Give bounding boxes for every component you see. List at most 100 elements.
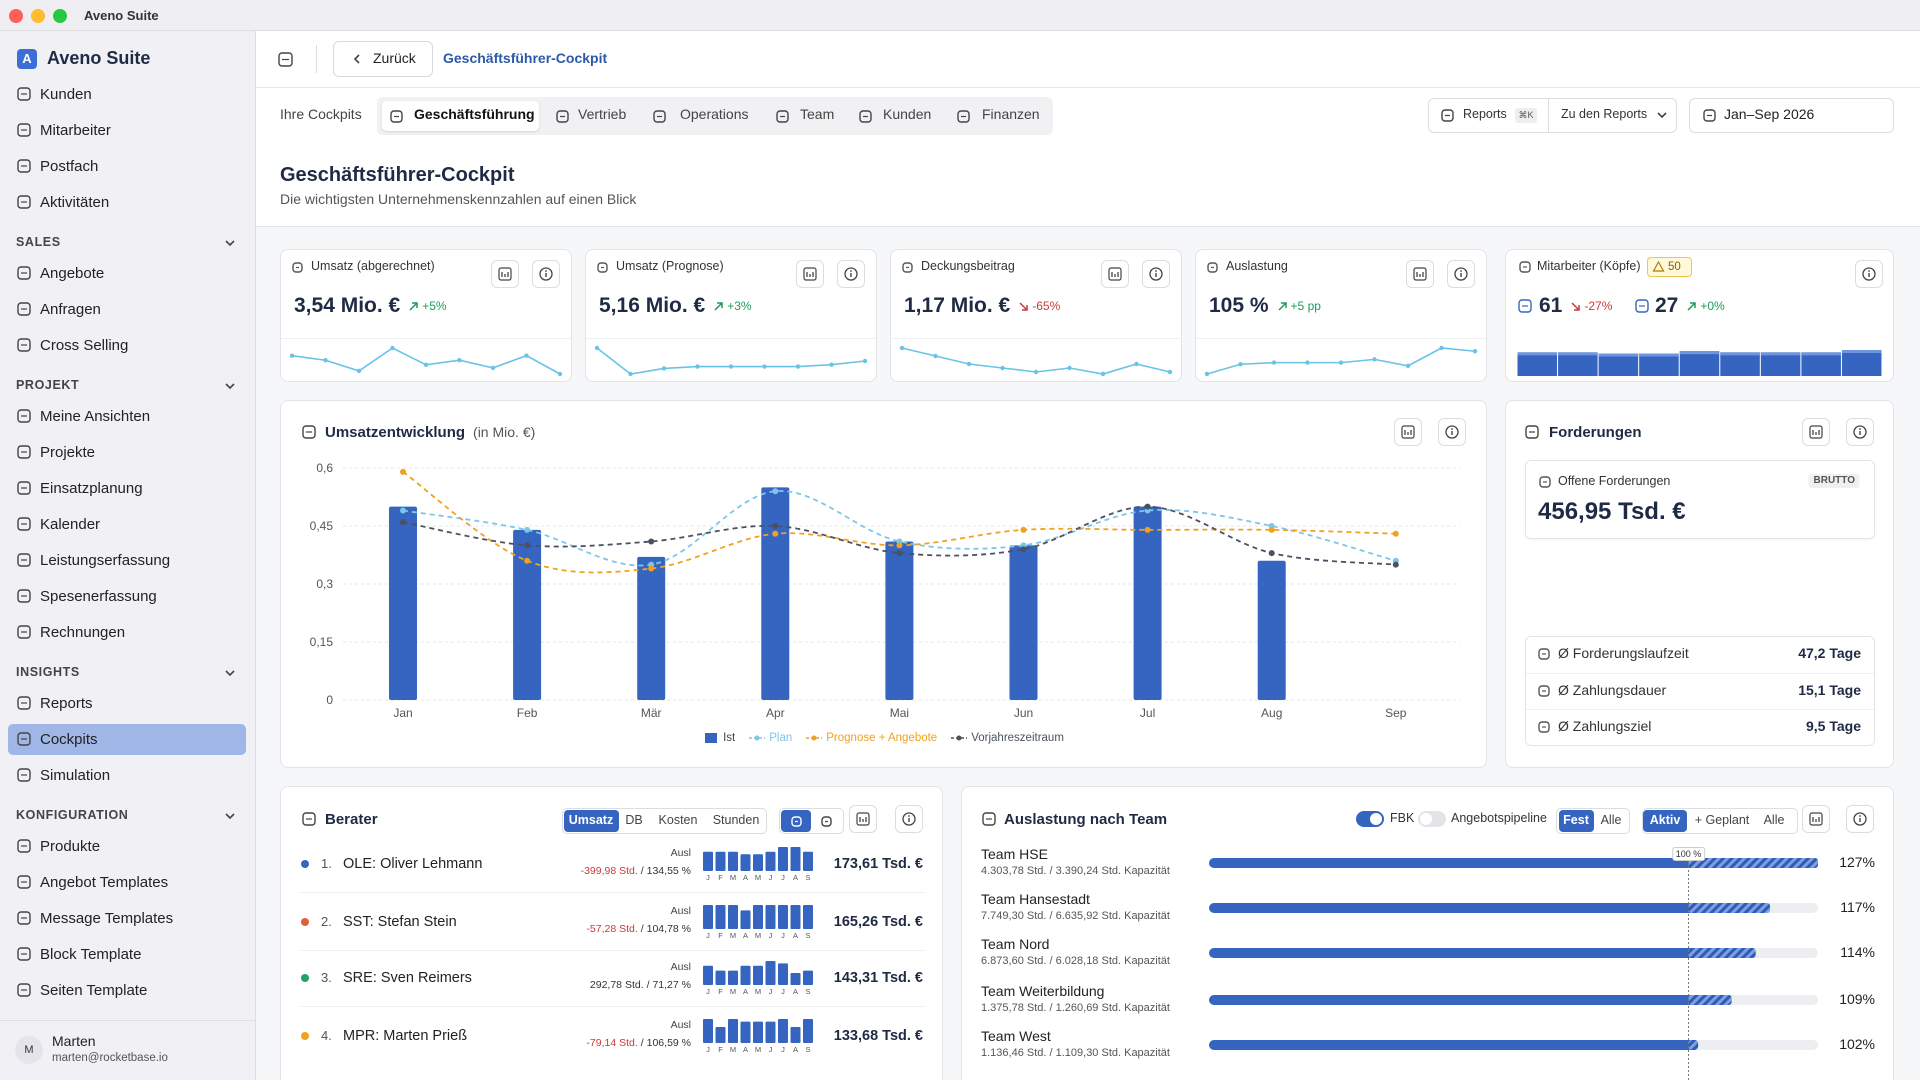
nav-item[interactable]: Rechnungen xyxy=(40,623,126,641)
arrow-shape xyxy=(1278,301,1287,311)
nav-item[interactable]: Produkte xyxy=(40,837,101,855)
nav-item[interactable]: Cockpits xyxy=(40,730,98,748)
divider xyxy=(1196,338,1486,339)
icon-button[interactable] xyxy=(1394,418,1422,446)
nav-item[interactable]: Kunden xyxy=(40,85,92,103)
window-control[interactable] xyxy=(53,9,67,23)
icon-button[interactable] xyxy=(837,260,865,288)
change-arrow xyxy=(1571,301,1581,311)
team-name: Team Hansestadt xyxy=(981,891,1090,908)
switch-label: FBK xyxy=(1390,811,1415,826)
tab[interactable]: Geschäftsführung xyxy=(414,106,535,123)
icon-button[interactable] xyxy=(849,805,877,833)
row-dot xyxy=(301,918,309,926)
segment[interactable]: Umsatz xyxy=(568,813,614,828)
advisor-name[interactable]: MPR: Marten Prieß xyxy=(343,1027,468,1044)
nav-item[interactable]: Seiten Template xyxy=(40,981,148,999)
nav-section[interactable]: PROJEKT xyxy=(16,378,80,393)
tab[interactable]: Ihre Cockpits xyxy=(280,106,362,123)
nav-section[interactable]: SALES xyxy=(16,235,61,250)
nav-item[interactable]: Reports xyxy=(40,694,93,712)
swatch xyxy=(956,735,962,741)
segment[interactable]: + Geplant xyxy=(1694,813,1750,828)
nav-item[interactable]: Einsatzplanung xyxy=(40,479,143,497)
nav-item[interactable]: Message Templates xyxy=(40,909,174,927)
change: -65% xyxy=(1019,299,1060,313)
legend-swatch xyxy=(951,735,968,741)
icon-button[interactable] xyxy=(1846,805,1874,833)
segment[interactable]: Kosten xyxy=(658,813,698,828)
team-detail: 4.303,78 Std. / 3.390,24 Std. Kapazität xyxy=(981,865,1170,878)
legend-item[interactable]: Vorjahreszeitraum xyxy=(951,729,1064,747)
window-control[interactable] xyxy=(31,9,45,23)
change-arrow xyxy=(714,301,723,311)
icon-button[interactable] xyxy=(796,260,824,288)
metric-label: Ø Zahlungsdauer xyxy=(1558,682,1667,699)
icon-button[interactable] xyxy=(1802,805,1830,833)
nav-item[interactable]: Angebote xyxy=(40,264,105,282)
ausl-label: Ausl xyxy=(670,960,691,973)
divider xyxy=(1548,98,1549,133)
row-dot xyxy=(301,860,309,868)
nav-item[interactable]: Projekte xyxy=(40,443,96,461)
nav-item[interactable]: Postfach xyxy=(40,157,99,175)
icon-button[interactable] xyxy=(1101,260,1129,288)
rank: 3. xyxy=(321,969,332,985)
segment-active xyxy=(1643,810,1687,832)
icon-button[interactable] xyxy=(491,260,519,288)
hours-delta: -57,28 Std. xyxy=(586,923,638,935)
segment[interactable]: Stunden xyxy=(712,813,760,828)
reports-group[interactable] xyxy=(1428,98,1677,133)
nav-item[interactable]: Block Template xyxy=(40,945,142,963)
nav-item[interactable]: Mitarbeiter xyxy=(40,121,111,139)
segment[interactable]: Alle xyxy=(1763,813,1785,828)
icon-button[interactable] xyxy=(1846,418,1874,446)
legend-item[interactable]: Plan xyxy=(749,729,792,747)
segment[interactable]: Aktiv xyxy=(1649,813,1681,828)
nav-section[interactable]: INSIGHTS xyxy=(16,665,80,680)
segment[interactable]: Fest xyxy=(1563,813,1589,828)
nav-item[interactable]: Aktivitäten xyxy=(40,193,110,211)
advisor-name[interactable]: SRE: Sven Reimers xyxy=(343,969,472,986)
icon-button[interactable] xyxy=(895,805,923,833)
legend-item[interactable]: Prognose + Angebote xyxy=(806,729,937,747)
nav-item[interactable]: Cross Selling xyxy=(40,336,129,354)
nav-item[interactable]: Kalender xyxy=(40,515,101,533)
tab[interactable]: Operations xyxy=(680,106,749,123)
goto-reports[interactable]: Zu den Reports xyxy=(1561,107,1648,122)
nav-item[interactable]: Anfragen xyxy=(40,300,101,318)
divider xyxy=(316,45,317,73)
icon-button[interactable] xyxy=(1406,260,1434,288)
segment[interactable]: DB xyxy=(625,813,643,828)
icon-button[interactable] xyxy=(1855,260,1883,288)
advisor-name[interactable]: OLE: Oliver Lehmann xyxy=(343,855,483,872)
icon-button[interactable] xyxy=(1447,260,1475,288)
icon-button[interactable] xyxy=(1802,418,1830,446)
swatch xyxy=(811,735,817,741)
back-button[interactable] xyxy=(333,41,433,77)
legend-swatch xyxy=(705,733,718,743)
page-subtitle: Die wichtigsten Unternehmenskennzahlen a… xyxy=(280,191,637,208)
segment[interactable]: Alle xyxy=(1600,813,1622,828)
legend-swatch xyxy=(749,735,766,741)
nav-section[interactable]: KONFIGURATION xyxy=(16,808,129,823)
nav-item[interactable]: Spesenerfassung xyxy=(40,587,157,605)
window-control[interactable] xyxy=(9,9,23,23)
advisor-name[interactable]: SST: Stefan Stein xyxy=(343,913,457,930)
nav-item[interactable]: Leistungserfassung xyxy=(40,551,171,569)
legend-item[interactable]: Ist xyxy=(703,729,735,747)
breadcrumb[interactable]: Geschäftsführer-Cockpit xyxy=(443,50,608,67)
nav-item[interactable]: Simulation xyxy=(40,766,111,784)
icon-button[interactable] xyxy=(1438,418,1466,446)
nav-item[interactable]: Meine Ansichten xyxy=(40,407,151,425)
tab[interactable]: Vertrieb xyxy=(578,106,627,123)
receivable-box xyxy=(1525,460,1875,539)
metric-value: 47,2 Tage xyxy=(1798,645,1861,662)
tab[interactable]: Kunden xyxy=(883,106,932,123)
tab[interactable]: Finanzen xyxy=(982,106,1040,123)
period-picker[interactable] xyxy=(1689,98,1894,133)
tab[interactable]: Team xyxy=(800,106,835,123)
icon-button[interactable] xyxy=(532,260,560,288)
icon-button[interactable] xyxy=(1142,260,1170,288)
nav-item[interactable]: Angebot Templates xyxy=(40,873,169,891)
